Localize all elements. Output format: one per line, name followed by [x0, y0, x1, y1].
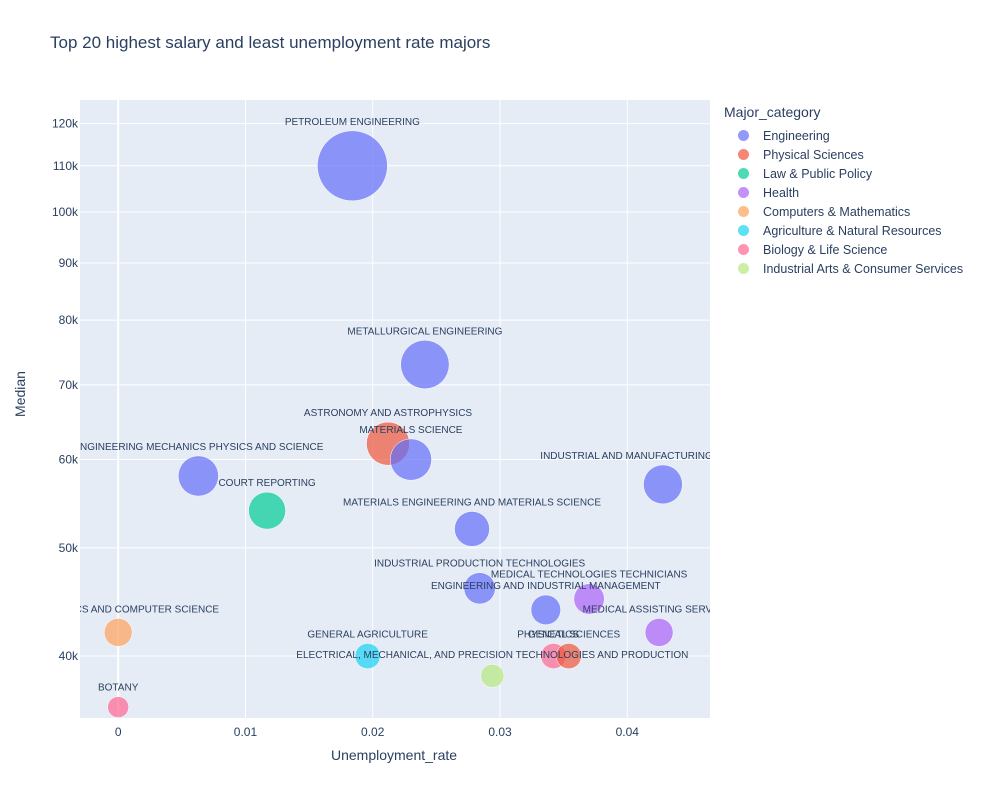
data-label: PHYSICAL SCIENCES	[517, 629, 620, 640]
legend-item[interactable]: Engineering	[738, 126, 963, 145]
x-tick-label: 0	[115, 725, 122, 739]
data-point[interactable]	[354, 643, 381, 669]
data-point[interactable]	[178, 455, 219, 497]
y-tick-label: 100k	[52, 205, 79, 219]
y-tick-label: 120k	[52, 117, 79, 131]
legend-item[interactable]: Agriculture & Natural Resources	[738, 221, 963, 240]
data-point[interactable]	[389, 438, 432, 481]
data-point[interactable]	[555, 643, 582, 669]
data-point[interactable]	[463, 572, 496, 605]
legend-label: Industrial Arts & Consumer Services	[763, 261, 964, 276]
data-point[interactable]	[400, 340, 450, 390]
legend-swatch	[738, 130, 749, 141]
data-label: MEDICAL ASSISTING SERVICES	[583, 604, 736, 615]
plot-background	[80, 100, 710, 718]
y-tick-label: 110k	[53, 159, 79, 173]
legend-label: Physical Sciences	[763, 147, 864, 162]
legend: Major_category Engineering Physical Scien…	[724, 104, 963, 278]
legend-item[interactable]: Law & Public Policy	[738, 164, 963, 183]
data-point[interactable]	[643, 464, 683, 505]
legend-label: Engineering	[763, 128, 830, 143]
legend-item[interactable]: Health	[738, 183, 963, 202]
legend-swatch	[738, 149, 749, 160]
y-tick-label: 50k	[59, 541, 79, 555]
x-tick-label: 0.04	[616, 725, 640, 739]
legend-item[interactable]: Computers & Mathematics	[738, 202, 963, 221]
data-label: GENERAL AGRICULTURE	[307, 629, 428, 640]
legend-label: Biology & Life Science	[763, 242, 888, 257]
data-point[interactable]	[480, 663, 505, 688]
data-label: ELECTRICAL, MECHANICAL, AND PRECISION TE…	[296, 650, 688, 661]
data-label: MEDICAL TECHNOLOGIES TECHNICIANS	[491, 570, 688, 581]
x-tick-label: 0.02	[361, 725, 385, 739]
y-tick-label: 90k	[59, 256, 79, 270]
data-point[interactable]	[107, 696, 129, 718]
legend-swatch	[738, 263, 749, 274]
data-label: GENETICS	[528, 629, 579, 640]
legend-items: Engineering Physical Sciences Law & Public…	[724, 126, 963, 278]
data-point[interactable]	[573, 583, 605, 615]
data-label: METALLURGICAL ENGINEERING	[347, 326, 502, 337]
data-label: BOTANY	[98, 683, 139, 694]
data-label: COURT REPORTING	[218, 478, 315, 489]
y-tick-label: 40k	[59, 649, 79, 663]
legend-label: Law & Public Policy	[763, 166, 873, 181]
legend-swatch	[738, 225, 749, 236]
y-tick-label: 70k	[59, 378, 79, 392]
x-tick-label: 0.03	[488, 725, 512, 739]
legend-swatch	[738, 206, 749, 217]
data-point[interactable]	[248, 491, 286, 530]
legend-label: Agriculture & Natural Resources	[763, 223, 942, 238]
data-point[interactable]	[454, 511, 490, 547]
legend-label: Health	[763, 185, 800, 200]
data-point[interactable]	[530, 594, 561, 625]
legend-item[interactable]: Physical Sciences	[738, 145, 963, 164]
legend-label: Computers & Mathematics	[763, 204, 911, 219]
data-label: INDUSTRIAL PRODUCTION TECHNOLOGIES	[374, 559, 585, 570]
data-point[interactable]	[103, 618, 133, 647]
y-tick-label: 80k	[59, 313, 79, 327]
data-label: MATERIALS SCIENCE	[359, 425, 462, 436]
marker-layer: PETROLEUM ENGINEERING METALLURGICAL ENGIN…	[17, 117, 785, 718]
chart-title: Top 20 highest salary and least unemploy…	[50, 33, 491, 52]
x-tick-label: 0.01	[234, 725, 258, 739]
legend-title: Major_category	[724, 104, 821, 120]
legend-swatch	[738, 187, 749, 198]
data-label: ASTRONOMY AND ASTROPHYSICS	[304, 408, 473, 419]
data-label: ENGINEERING MECHANICS PHYSICS AND SCIENC…	[73, 442, 323, 453]
data-point[interactable]	[644, 618, 674, 647]
data-label: MATHEMATICS AND COMPUTER SCIENCE	[17, 604, 219, 615]
data-label: INDUSTRIAL AND MANUFACTURING ENGINEERING	[540, 451, 785, 462]
x-axis-title: Unemployment_rate	[331, 747, 457, 763]
legend-swatch	[738, 168, 749, 179]
y-tick-label: 60k	[59, 453, 79, 467]
data-label: MATERIALS ENGINEERING AND MATERIALS SCIE…	[343, 497, 601, 508]
data-label: ENGINEERING AND INDUSTRIAL MANAGEMENT	[431, 581, 661, 592]
data-point[interactable]	[317, 130, 388, 202]
legend-item[interactable]: Industrial Arts & Consumer Services	[738, 259, 963, 278]
data-label: PETROLEUM ENGINEERING	[285, 117, 420, 128]
y-axis-title: Median	[12, 371, 28, 417]
legend-item[interactable]: Biology & Life Science	[738, 240, 963, 259]
legend-swatch	[738, 244, 749, 255]
